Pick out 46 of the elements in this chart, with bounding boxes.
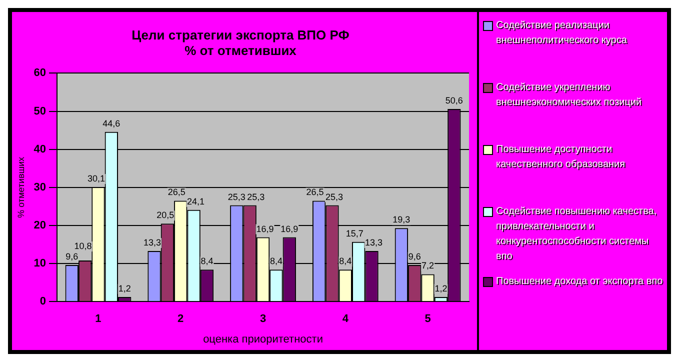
data-label: 9,6 xyxy=(66,252,78,262)
data-label: 1,2 xyxy=(434,284,448,294)
data-label: 26,5 xyxy=(168,187,186,198)
x-tick-label: 1 xyxy=(95,313,102,326)
y-tick-label: 0 xyxy=(40,296,46,308)
x-tick-label: 3 xyxy=(260,313,266,326)
y-tick-label: 50 xyxy=(34,105,46,118)
data-label: 9,6 xyxy=(408,252,421,262)
data-label: 16,9 xyxy=(280,224,298,234)
data-label: 8,4 xyxy=(270,256,282,266)
data-label: 25,3 xyxy=(247,192,265,202)
data-label: 30,1 xyxy=(87,174,105,184)
x-axis-title: оценка приоритетности xyxy=(203,333,323,346)
data-label: 19,3 xyxy=(392,214,410,225)
data-label: 16,9 xyxy=(256,224,274,234)
data-label: 7,2 xyxy=(422,260,434,271)
x-tick-label: 5 xyxy=(424,313,431,326)
data-label: 25,3 xyxy=(228,192,246,202)
data-label: 20,5 xyxy=(156,210,174,220)
y-tick-label: 40 xyxy=(34,143,46,156)
data-label: 10,8 xyxy=(74,240,92,251)
legend-label: Содействие реализации внешнеполитического курса xyxy=(496,19,628,48)
data-label: 15,7 xyxy=(346,228,364,238)
data-label: 13,3 xyxy=(143,237,162,248)
x-tick-label: 4 xyxy=(342,313,350,326)
legend-label: Повышение доступности качественного образования xyxy=(496,143,626,172)
data-label: 8,4 xyxy=(200,256,214,266)
chart-subtitle: % от отметивших xyxy=(184,42,298,58)
legend-label: Содействие укреплению внешнеэкономических позиций xyxy=(496,81,643,110)
data-label: 50,6 xyxy=(445,95,463,106)
y-tick-label: 10 xyxy=(34,258,46,270)
data-label: 25,3 xyxy=(325,192,343,202)
x-tick-label: 2 xyxy=(178,313,184,326)
y-tick-label: 60 xyxy=(34,67,46,80)
y-tick-label: 30 xyxy=(34,181,46,194)
legend-label: Повышение дохода от экспорта впо xyxy=(496,275,663,289)
y-axis-title: % отметивших xyxy=(16,156,26,218)
data-label: 24,1 xyxy=(187,196,205,206)
chart-title: Цели стратегии экспорта ВПО РФ xyxy=(132,27,350,42)
data-label: 44,6 xyxy=(102,118,120,128)
data-label: 8,4 xyxy=(339,256,352,266)
y-tick-label: 20 xyxy=(34,220,46,232)
legend-label: Содействие повышению качества, привлекательности и конкурентоспособности системы впо xyxy=(496,205,658,264)
data-label: 26,5 xyxy=(306,187,324,198)
data-label: 13,3 xyxy=(365,237,383,248)
data-label: 1,2 xyxy=(118,284,131,294)
